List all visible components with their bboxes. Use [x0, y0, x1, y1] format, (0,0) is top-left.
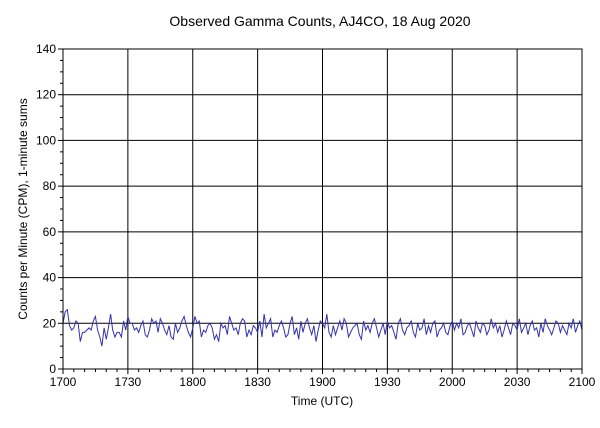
x-tick-label: 1800: [179, 375, 206, 389]
y-tick-label: 120: [36, 88, 56, 102]
y-tick-label: 0: [49, 362, 56, 376]
x-axis-label: Time (UTC): [291, 394, 353, 408]
x-tick-label: 1830: [244, 375, 271, 389]
x-tick-label: 2030: [504, 375, 531, 389]
chart-title: Observed Gamma Counts, AJ4CO, 18 Aug 202…: [169, 13, 470, 29]
y-tick-label: 40: [43, 271, 57, 285]
x-tick-label: 1930: [374, 375, 401, 389]
series-line-cpm: [62, 308, 583, 347]
y-tick-label: 100: [36, 133, 56, 147]
y-tick-label: 80: [43, 179, 57, 193]
x-tick-label: 1900: [309, 375, 336, 389]
y-axis: 0 20 40 60 80 100 120 140: [36, 42, 63, 376]
grid: [63, 49, 582, 369]
x-tick-label: 1730: [115, 375, 142, 389]
x-tick-label: 1700: [50, 375, 77, 389]
y-tick-label: 140: [36, 42, 56, 56]
y-tick-label: 60: [43, 225, 57, 239]
x-axis: 1700 1730 1800 1830 1900 1930 2000 2030 2100: [50, 369, 596, 389]
y-axis-label: Counts per Minute (CPM), 1-minute sums: [16, 98, 30, 319]
x-tick-label: 2000: [439, 375, 466, 389]
x-tick-label: 2100: [569, 375, 596, 389]
y-tick-label: 20: [43, 316, 57, 330]
